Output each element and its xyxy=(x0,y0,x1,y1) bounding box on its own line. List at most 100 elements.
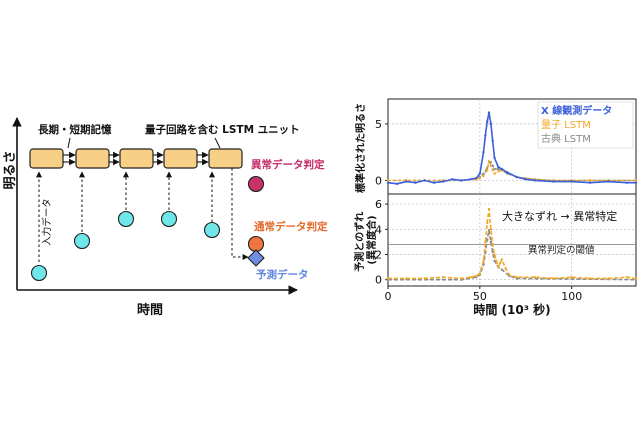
lstm-cell xyxy=(29,148,64,169)
data-point xyxy=(489,161,493,164)
lightcurve-chart: 05 標準化された明るさ X 線観測データ 量子 LSTM 古典 LSTM xyxy=(354,98,638,195)
ytick-label: 4 xyxy=(375,223,382,236)
data-point xyxy=(497,170,500,173)
series-line xyxy=(388,161,636,182)
legend-item-quantum: 量子 LSTM xyxy=(541,119,591,131)
bottom-grid xyxy=(388,194,636,286)
input-data-dot xyxy=(203,221,221,239)
data-point xyxy=(474,176,478,180)
ytick-label: 0 xyxy=(375,174,382,187)
diagram-y-axis-label: 明るさ xyxy=(3,150,18,189)
ytick-label: 2 xyxy=(375,248,382,261)
ytick-label: 6 xyxy=(375,198,382,211)
xtick-label: 50 xyxy=(473,290,487,303)
data-point xyxy=(493,259,496,262)
annotation-label: 大きなずれ → 異常特定 xyxy=(502,209,617,223)
data-point xyxy=(432,181,436,184)
data-point xyxy=(515,175,518,179)
data-point xyxy=(482,174,485,178)
data-point xyxy=(482,259,485,262)
data-point xyxy=(497,165,500,169)
data-point xyxy=(486,120,489,123)
data-point xyxy=(486,221,489,225)
data-point xyxy=(588,277,592,280)
quantum-label-pointer xyxy=(214,137,221,149)
data-point xyxy=(478,176,482,180)
data-point xyxy=(451,178,454,181)
lstm-cell-row xyxy=(29,148,243,169)
data-point xyxy=(487,229,491,232)
bottom-ticks: 0 2 4 6 0 50 100 xyxy=(375,198,582,303)
series-line xyxy=(388,158,636,182)
data-point xyxy=(634,179,638,182)
data-point xyxy=(491,139,494,143)
lstm-label-pointer xyxy=(67,137,71,149)
data-point xyxy=(487,160,491,163)
data-point xyxy=(552,277,555,280)
data-point xyxy=(489,164,493,167)
data-point xyxy=(588,181,592,184)
data-point xyxy=(493,253,496,256)
data-point xyxy=(533,179,537,182)
data-point xyxy=(482,172,485,175)
data-point xyxy=(506,171,509,174)
data-point xyxy=(625,181,629,184)
series-line xyxy=(388,230,637,281)
data-point xyxy=(495,259,498,262)
data-point xyxy=(489,240,493,244)
data-point xyxy=(607,180,610,183)
data-point xyxy=(570,180,573,183)
data-point xyxy=(552,180,555,183)
data-point xyxy=(423,277,426,280)
data-point xyxy=(634,277,638,280)
bottom-ylabel-line1: 予測とのずれ xyxy=(353,212,366,272)
data-point xyxy=(469,275,472,279)
data-point xyxy=(508,273,511,276)
bottom-ylabel-line2: (異常度合) xyxy=(365,215,378,264)
input-data-dot xyxy=(160,210,178,228)
data-point xyxy=(478,272,482,275)
bottom-plot-frame xyxy=(387,193,637,287)
top-yticks: 05 xyxy=(375,118,388,187)
data-point xyxy=(423,179,426,182)
data-point xyxy=(405,180,408,183)
predict-label: 予測データ xyxy=(256,268,309,281)
quantum-unit-label: 量子回路を含む LSTM ユニット xyxy=(145,123,300,136)
xtick-label: 0 xyxy=(385,290,392,303)
input-data-dot xyxy=(30,264,48,282)
lstm-diagram: 明るさ 時間 長期・短期記憶 量子回路を含む LSTM ユニット xyxy=(3,117,328,318)
data-point xyxy=(498,262,502,265)
ytick-label: 5 xyxy=(375,118,382,131)
series-line xyxy=(388,208,637,280)
top-legend: X 線観測データ 量子 LSTM 古典 LSTM xyxy=(537,101,634,149)
top-series xyxy=(386,111,638,186)
data-point xyxy=(441,275,445,279)
data-point xyxy=(474,274,478,278)
data-point xyxy=(533,275,537,279)
data-point xyxy=(414,181,417,184)
data-point xyxy=(500,167,504,171)
data-point xyxy=(588,179,592,182)
bottom-xlabel: 時間 (10³ 秒) xyxy=(473,302,550,317)
data-point xyxy=(482,150,485,154)
legend-item-xray: X 線観測データ xyxy=(541,104,612,117)
top-ylabel: 標準化された明るさ xyxy=(354,103,367,193)
data-point xyxy=(484,240,487,244)
data-point xyxy=(460,179,463,182)
legend-box xyxy=(537,101,634,149)
data-point xyxy=(497,265,500,269)
data-point xyxy=(386,181,390,184)
data-point xyxy=(460,277,463,280)
data-point xyxy=(570,275,573,279)
data-point xyxy=(395,182,399,186)
data-point xyxy=(487,111,491,114)
data-point xyxy=(493,156,496,160)
data-point xyxy=(491,169,494,172)
data-point xyxy=(500,268,504,271)
data-point xyxy=(493,172,496,175)
data-point xyxy=(504,267,507,270)
data-point xyxy=(491,164,494,167)
threshold-label: 異常判定の閾値 xyxy=(528,244,595,256)
anomaly-chart: 0 2 4 6 0 50 100 異常判定の閾値 大きなずれ → 異常特定 予測とのずれ (… xyxy=(353,193,638,317)
